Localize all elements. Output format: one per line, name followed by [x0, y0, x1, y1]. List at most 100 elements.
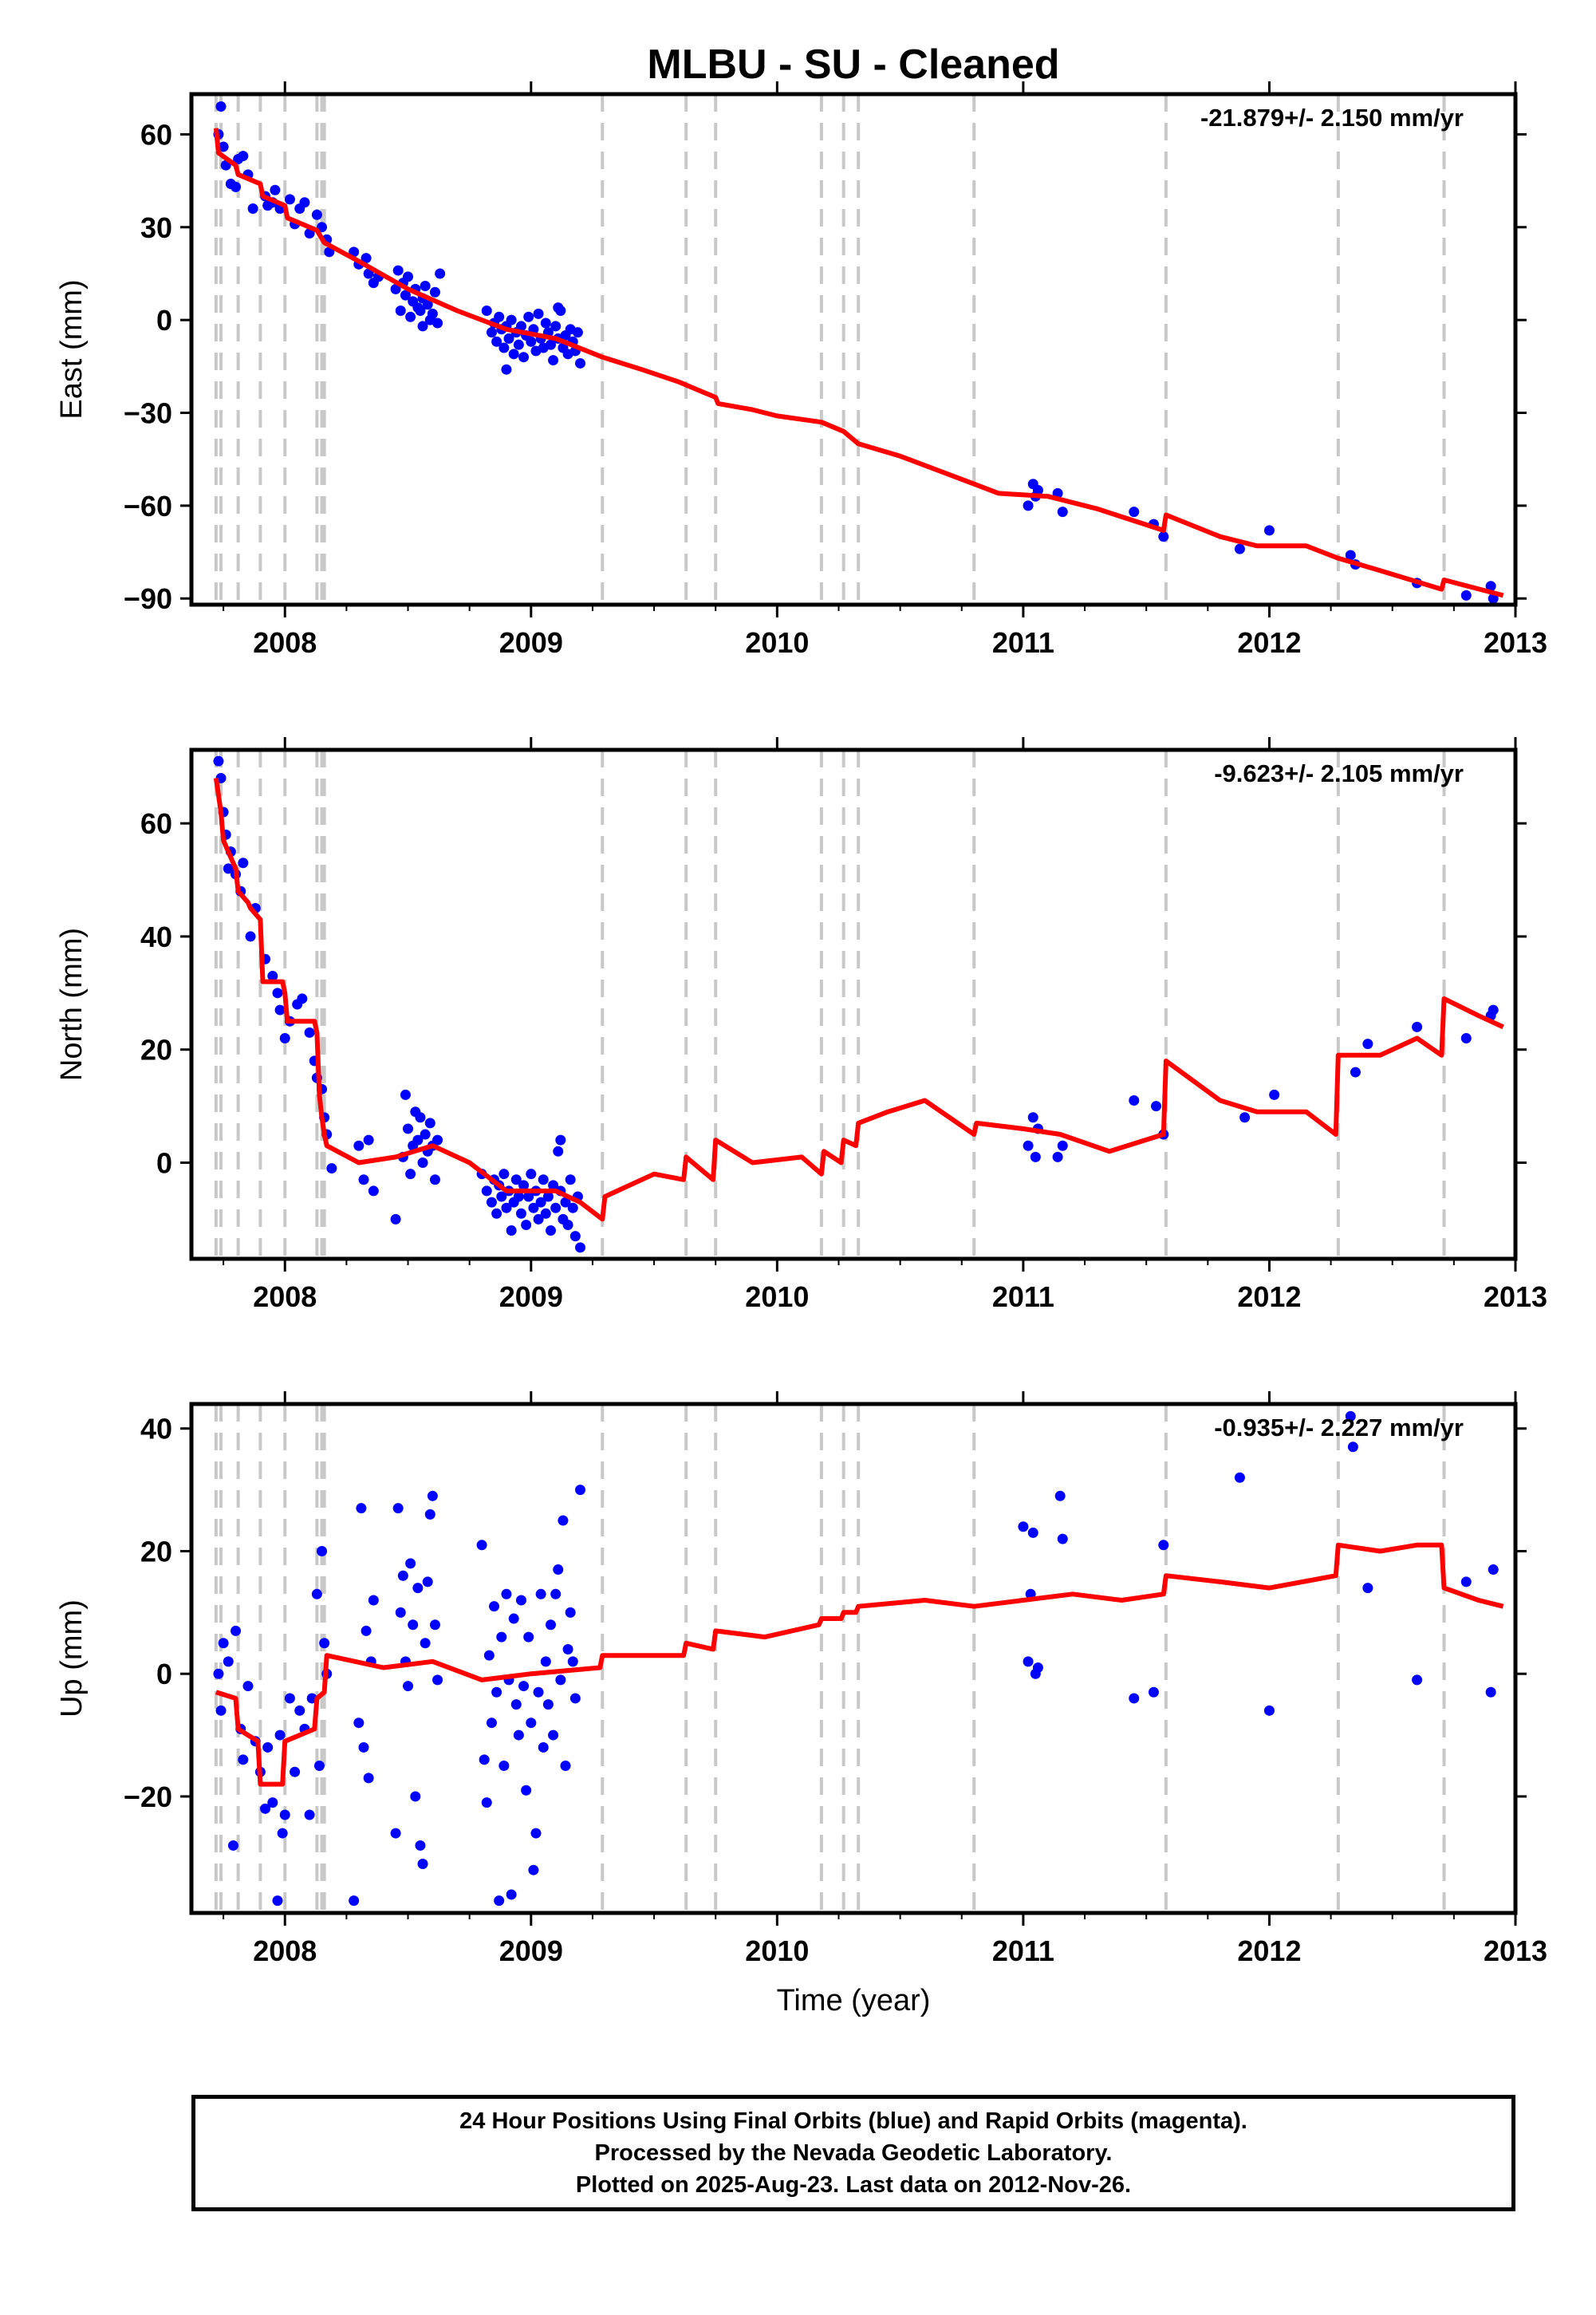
data-point — [489, 1601, 500, 1612]
data-point — [494, 311, 505, 322]
data-point — [435, 268, 446, 279]
footer-line-3: Plotted on 2025-Aug-23. Last data on 201… — [575, 2172, 1132, 2198]
data-point — [1488, 1004, 1499, 1016]
data-point — [1485, 581, 1496, 592]
data-point — [390, 283, 401, 294]
data-point — [486, 1197, 497, 1208]
x-tick-label: 2008 — [253, 1934, 317, 1967]
y-tick-label: 0 — [156, 1658, 172, 1690]
data-point — [558, 1515, 569, 1526]
data-point — [1460, 1576, 1472, 1587]
data-point — [526, 1169, 537, 1180]
data-point — [501, 1588, 512, 1599]
data-point — [1057, 1140, 1068, 1151]
data-point — [1263, 525, 1275, 536]
data-point — [533, 308, 544, 319]
data-point — [417, 1859, 428, 1870]
data-point — [518, 352, 530, 363]
data-point — [481, 306, 492, 317]
data-point — [550, 321, 562, 332]
data-point — [528, 1864, 539, 1875]
data-point — [238, 1754, 249, 1765]
data-point — [397, 1570, 408, 1581]
x-tick-label: 2012 — [1237, 626, 1301, 659]
footer-line-2: Processed by the Nevada Geodetic Laborat… — [594, 2140, 1113, 2166]
data-point — [1023, 1656, 1034, 1667]
data-point — [427, 308, 438, 319]
data-point — [361, 1625, 372, 1636]
data-point — [562, 1219, 573, 1230]
data-point — [575, 1242, 586, 1253]
data-point — [555, 1674, 566, 1686]
data-point — [553, 1564, 564, 1576]
data-point — [499, 342, 510, 353]
y-tick-label: 30 — [140, 211, 172, 244]
y-tick-label: 60 — [140, 118, 172, 151]
data-point — [535, 1197, 546, 1208]
data-point — [238, 858, 249, 869]
data-point — [284, 1693, 295, 1704]
y-tick-label: −60 — [124, 490, 172, 523]
data-point — [429, 1174, 440, 1185]
data-point — [304, 1027, 315, 1038]
data-point — [560, 1197, 571, 1208]
data-point — [567, 1656, 578, 1667]
data-point — [403, 1681, 414, 1692]
data-point — [405, 1558, 416, 1569]
data-point — [218, 141, 229, 152]
data-point — [575, 1485, 586, 1496]
footer-box: 24 Hour Positions Using Final Orbits (bl… — [191, 2095, 1515, 2211]
x-tick-label: 2009 — [499, 1280, 563, 1313]
data-point — [218, 1638, 229, 1649]
data-point — [523, 1191, 534, 1202]
data-point — [548, 355, 559, 366]
data-point — [569, 1693, 581, 1704]
model-fit-line — [213, 128, 1504, 598]
data-point — [279, 1033, 290, 1044]
data-point — [358, 1741, 369, 1753]
x-tick-label: 2013 — [1484, 626, 1547, 659]
data-point — [515, 1208, 526, 1219]
data-point — [526, 1718, 537, 1729]
data-point — [368, 1595, 379, 1606]
x-tick-label: 2010 — [745, 626, 809, 659]
data-point — [1129, 1095, 1140, 1106]
data-point — [215, 101, 227, 112]
x-tick-label: 2011 — [992, 1934, 1054, 1967]
data-point — [392, 265, 404, 276]
data-point — [506, 1889, 517, 1900]
data-point — [1129, 507, 1140, 518]
data-point — [400, 1089, 411, 1100]
data-point — [553, 1146, 564, 1157]
data-point — [481, 1797, 492, 1808]
data-point — [510, 1174, 522, 1185]
data-point — [575, 357, 586, 369]
data-point — [569, 1231, 581, 1242]
x-tick-label: 2009 — [499, 626, 563, 659]
data-point — [533, 1686, 544, 1698]
data-point — [353, 1140, 365, 1151]
data-point — [1345, 1410, 1356, 1422]
data-point — [550, 1588, 562, 1599]
y-axis-label: Up (mm) — [55, 1599, 89, 1718]
data-point — [326, 1163, 337, 1174]
chart-panel-2: 60 40 20 0 2008 2009 2010 2011 2012 2013 North (mm… — [55, 737, 1547, 1313]
data-point — [231, 181, 242, 192]
y-tick-label: −20 — [124, 1781, 172, 1813]
data-point — [1027, 1112, 1038, 1123]
footer-line-1: 24 Hour Positions Using Final Orbits (bl… — [459, 2108, 1247, 2134]
data-point — [548, 1180, 559, 1191]
data-point — [262, 1741, 274, 1753]
data-point — [1362, 1039, 1373, 1050]
x-tick-label: 2010 — [745, 1934, 809, 1967]
data-point — [1018, 1521, 1029, 1532]
data-point — [567, 1202, 578, 1213]
y-tick-label: 40 — [140, 1413, 172, 1445]
data-point — [530, 1828, 542, 1839]
data-point — [279, 1809, 290, 1820]
data-point — [491, 1208, 502, 1219]
data-point — [422, 299, 433, 310]
data-point — [494, 1895, 505, 1907]
data-point — [420, 1638, 431, 1649]
data-point — [363, 1134, 374, 1146]
